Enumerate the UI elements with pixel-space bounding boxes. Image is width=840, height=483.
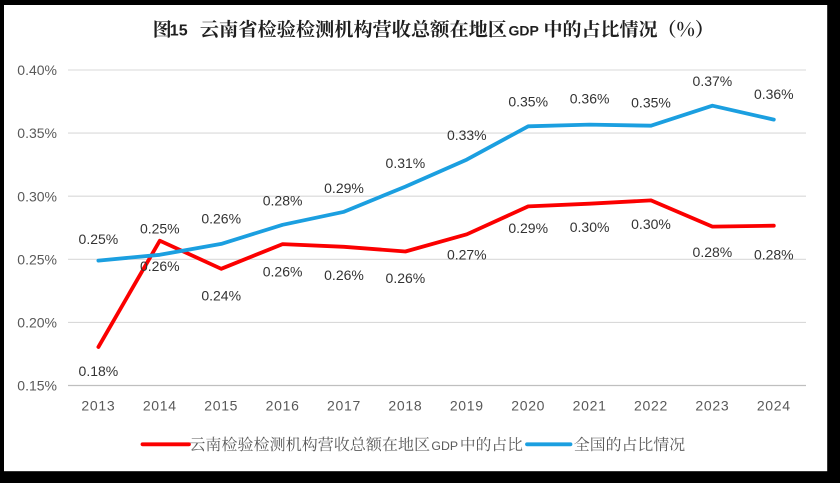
svg-text:0.30%: 0.30% [631,216,671,232]
svg-text:0.25%: 0.25% [79,231,119,247]
svg-text:0.35%: 0.35% [508,94,548,110]
svg-text:0.28%: 0.28% [263,192,303,208]
svg-text:0.28%: 0.28% [754,246,794,262]
svg-text:0.26%: 0.26% [201,210,241,226]
svg-text:15: 15 [170,23,188,40]
svg-text:0.24%: 0.24% [201,288,241,304]
svg-text:0.33%: 0.33% [447,127,487,143]
svg-text:2014: 2014 [143,398,177,414]
svg-text:0.20%: 0.20% [17,315,57,331]
svg-text:0.26%: 0.26% [386,270,426,286]
svg-text:0.26%: 0.26% [263,263,303,279]
svg-text:2024: 2024 [757,398,791,414]
svg-text:0.40%: 0.40% [17,62,57,78]
svg-text:2021: 2021 [573,398,607,414]
svg-text:2018: 2018 [388,398,422,414]
svg-text:0.25%: 0.25% [140,221,180,237]
svg-text:0.26%: 0.26% [140,258,180,274]
svg-text:0.28%: 0.28% [693,244,733,260]
svg-text:0.30%: 0.30% [17,188,57,204]
svg-text:GDP: GDP [431,439,458,453]
svg-text:0.29%: 0.29% [508,220,548,236]
svg-text:2013: 2013 [81,398,115,414]
svg-text:0.35%: 0.35% [631,94,671,110]
svg-text:0.30%: 0.30% [570,219,610,235]
svg-text:2016: 2016 [266,398,300,414]
svg-text:0.29%: 0.29% [324,180,364,196]
svg-text:0.25%: 0.25% [17,251,57,267]
svg-text:0.35%: 0.35% [17,125,57,141]
svg-text:0.26%: 0.26% [324,267,364,283]
svg-text:GDP: GDP [509,22,539,38]
svg-text:2022: 2022 [634,398,668,414]
svg-text:0.31%: 0.31% [386,155,426,171]
svg-text:2023: 2023 [695,398,729,414]
svg-text:0.15%: 0.15% [17,378,57,394]
svg-text:0.18%: 0.18% [79,363,119,379]
svg-text:0.27%: 0.27% [447,247,487,263]
svg-text:2020: 2020 [511,398,545,414]
svg-text:2015: 2015 [204,398,238,414]
svg-text:2019: 2019 [450,398,484,414]
svg-text:0.37%: 0.37% [693,73,733,89]
svg-text:0.36%: 0.36% [570,90,610,106]
svg-text:2017: 2017 [327,398,361,414]
svg-text:0.36%: 0.36% [754,86,794,102]
